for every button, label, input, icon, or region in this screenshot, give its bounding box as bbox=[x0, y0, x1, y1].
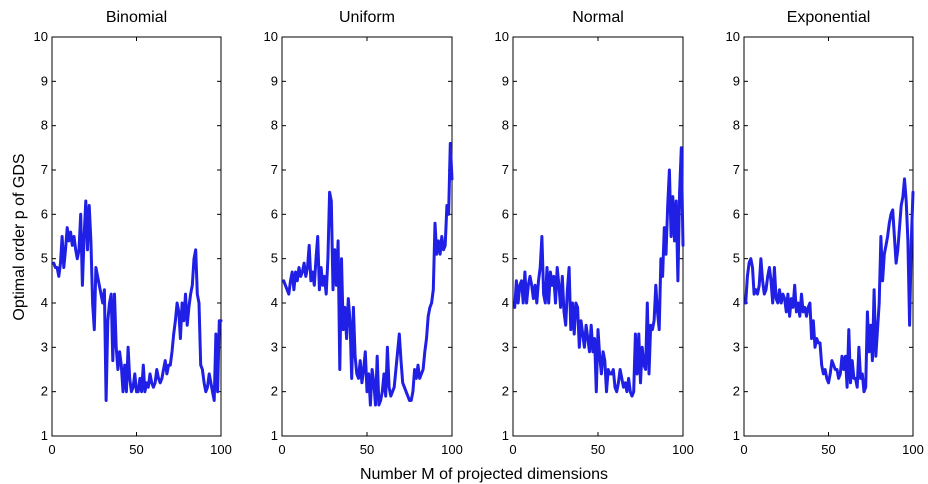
y-tick-label: 3 bbox=[41, 339, 48, 354]
y-tick-label: 4 bbox=[733, 295, 740, 310]
y-tick-label: 9 bbox=[502, 73, 509, 88]
x-tick-label: 0 bbox=[278, 442, 285, 457]
y-tick-label: 6 bbox=[733, 206, 740, 221]
series-line bbox=[282, 141, 454, 407]
y-tick-label: 3 bbox=[271, 339, 278, 354]
panel-title: Uniform bbox=[339, 9, 395, 26]
x-tick-label: 0 bbox=[48, 442, 55, 457]
y-tick-label: 7 bbox=[733, 162, 740, 177]
y-tick-label: 1 bbox=[271, 428, 278, 443]
x-tick-label: 100 bbox=[210, 442, 232, 457]
series-line bbox=[744, 177, 915, 394]
panel-title: Binomial bbox=[106, 9, 167, 26]
x-tick-label: 100 bbox=[902, 442, 924, 457]
y-tick-label: 8 bbox=[733, 118, 740, 133]
y-tick-label: 5 bbox=[502, 251, 509, 266]
x-tick-label: 50 bbox=[591, 442, 605, 457]
y-axis-label: Optimal order p of GDS bbox=[11, 153, 28, 320]
y-tick-label: 10 bbox=[726, 29, 740, 44]
y-tick-label: 8 bbox=[502, 118, 509, 133]
series-line bbox=[52, 199, 223, 402]
y-tick-label: 1 bbox=[502, 428, 509, 443]
y-tick-label: 4 bbox=[271, 295, 278, 310]
x-tick-label: 50 bbox=[821, 442, 835, 457]
y-tick-label: 9 bbox=[271, 73, 278, 88]
y-tick-label: 8 bbox=[271, 118, 278, 133]
y-tick-label: 1 bbox=[733, 428, 740, 443]
x-tick-label: 0 bbox=[509, 442, 516, 457]
y-tick-label: 9 bbox=[733, 73, 740, 88]
y-tick-label: 4 bbox=[41, 295, 48, 310]
y-tick-label: 6 bbox=[502, 206, 509, 221]
y-tick-label: 5 bbox=[41, 251, 48, 266]
y-tick-label: 6 bbox=[41, 206, 48, 221]
y-tick-label: 6 bbox=[271, 206, 278, 221]
panel-title: Exponential bbox=[787, 9, 871, 26]
y-tick-label: 10 bbox=[264, 29, 278, 44]
y-tick-label: 8 bbox=[41, 118, 48, 133]
y-tick-label: 5 bbox=[733, 251, 740, 266]
y-tick-label: 10 bbox=[34, 29, 48, 44]
y-tick-label: 2 bbox=[41, 384, 48, 399]
y-tick-label: 9 bbox=[41, 73, 48, 88]
x-axis-label: Number M of projected dimensions bbox=[360, 466, 608, 483]
x-tick-label: 50 bbox=[129, 442, 143, 457]
y-tick-label: 7 bbox=[41, 162, 48, 177]
y-tick-label: 3 bbox=[502, 339, 509, 354]
y-tick-label: 2 bbox=[733, 384, 740, 399]
x-tick-label: 50 bbox=[360, 442, 374, 457]
y-tick-label: 7 bbox=[502, 162, 509, 177]
y-tick-label: 2 bbox=[502, 384, 509, 399]
y-tick-label: 5 bbox=[271, 251, 278, 266]
x-tick-label: 100 bbox=[441, 442, 463, 457]
series-line bbox=[513, 146, 685, 398]
y-tick-label: 1 bbox=[41, 428, 48, 443]
panel-title: Normal bbox=[572, 9, 624, 26]
x-tick-label: 100 bbox=[672, 442, 694, 457]
x-tick-label: 0 bbox=[740, 442, 747, 457]
y-tick-label: 4 bbox=[502, 295, 509, 310]
y-tick-label: 3 bbox=[733, 339, 740, 354]
y-tick-label: 2 bbox=[271, 384, 278, 399]
y-tick-label: 7 bbox=[271, 162, 278, 177]
y-tick-label: 10 bbox=[495, 29, 509, 44]
